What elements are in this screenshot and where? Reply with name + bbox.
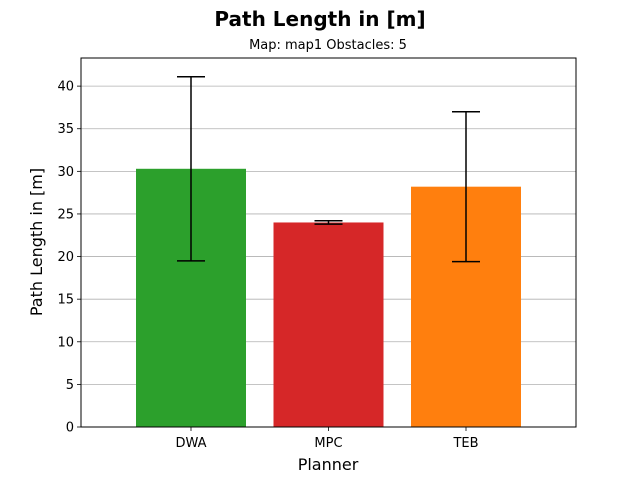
y-axis-ticks: 0 5 10 15 20 25 30 35 40 <box>57 80 81 436</box>
chart-subtitle: Map: map1 Obstacles: 5 <box>249 38 407 53</box>
x-axis-ticks: DWA MPC TEB <box>175 427 479 451</box>
y-tick-label: 10 <box>57 335 74 350</box>
y-tick-label: 20 <box>57 250 74 265</box>
y-tick-label: 0 <box>66 421 74 436</box>
x-axis-label: Planner <box>298 455 359 474</box>
y-tick-label: 30 <box>57 165 74 180</box>
x-tick-label: TEB <box>452 436 478 451</box>
x-tick-label: DWA <box>175 436 206 451</box>
y-tick-label: 5 <box>66 378 74 393</box>
y-tick-label: 25 <box>57 207 74 222</box>
y-axis-label: Path Length in [m] <box>27 168 46 316</box>
error-bars <box>177 75 480 263</box>
x-tick-label: MPC <box>314 436 342 451</box>
chart-title: Path Length in [m] <box>214 7 425 31</box>
y-tick-label: 35 <box>57 122 74 137</box>
y-tick-label: 40 <box>57 80 74 95</box>
y-tick-label: 15 <box>57 293 74 308</box>
bar-mpc <box>273 222 384 427</box>
bars <box>136 168 521 427</box>
